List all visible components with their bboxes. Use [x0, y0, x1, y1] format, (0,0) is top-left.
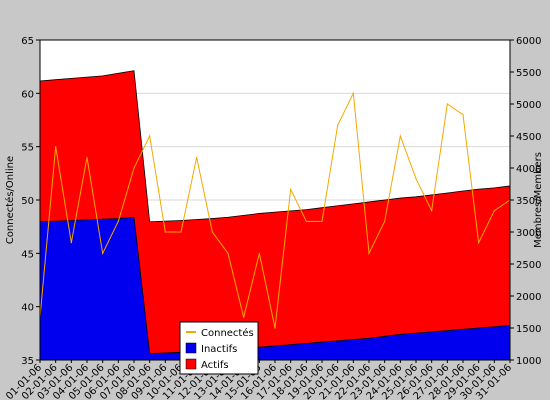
- line-point: [493, 210, 495, 212]
- left-tick-label: 40: [21, 303, 34, 314]
- line-point: [462, 114, 464, 116]
- right-tick-label: 4500: [516, 132, 541, 143]
- line-point: [55, 146, 57, 148]
- line-point: [384, 220, 386, 222]
- legend-label: Connectés: [201, 327, 254, 339]
- area-actifs: [39, 70, 511, 361]
- line-point: [431, 210, 433, 212]
- line-point: [133, 167, 135, 169]
- legend-swatch-inactifs: [185, 342, 197, 354]
- line-point: [164, 231, 166, 233]
- line-point: [337, 124, 339, 126]
- left-axis-ticks: 35 40 45 50 55 60 65: [21, 36, 40, 367]
- left-tick-label: 60: [21, 89, 34, 100]
- line-point: [117, 220, 119, 222]
- right-tick-label: 2000: [516, 292, 541, 303]
- right-axis-label: Membres/Members: [533, 152, 544, 248]
- right-tick-label: 2500: [516, 260, 541, 271]
- line-point: [321, 220, 323, 222]
- right-tick-label: 5500: [516, 68, 541, 79]
- left-tick-label: 65: [21, 36, 34, 47]
- legend: Connectés Inactifs Actifs: [179, 321, 259, 375]
- right-tick-label: 5000: [516, 100, 541, 111]
- line-point: [399, 135, 401, 137]
- line-point: [243, 316, 245, 318]
- legend-swatch-actifs: [185, 358, 197, 370]
- right-tick-label: 1000: [516, 356, 541, 367]
- right-tick-label: 3000: [516, 228, 541, 239]
- left-tick-label: 50: [21, 196, 34, 207]
- line-point: [102, 252, 104, 254]
- line-point: [415, 178, 417, 180]
- series-areas: [39, 70, 511, 361]
- line-point: [258, 252, 260, 254]
- line-point: [290, 188, 292, 190]
- line-point: [149, 135, 151, 137]
- line-point: [305, 220, 307, 222]
- line-point: [368, 252, 370, 254]
- legend-label: Actifs: [201, 360, 229, 371]
- line-point: [70, 242, 72, 244]
- left-tick-label: 55: [21, 143, 34, 154]
- right-tick-label: 4000: [516, 164, 541, 175]
- line-point: [196, 156, 198, 158]
- left-axis-label: Connectés/Online: [4, 156, 16, 244]
- right-axis-ticks: 1000 1500 2000 2500 3000 3500 4000 4500 5000 5500…: [510, 36, 541, 367]
- right-tick-label: 3500: [516, 196, 541, 207]
- line-point: [446, 103, 448, 105]
- line-point: [352, 92, 354, 94]
- series-line: [39, 91, 511, 329]
- right-tick-label: 1500: [516, 324, 541, 335]
- line-point: [211, 231, 213, 233]
- line-point: [86, 156, 88, 158]
- right-tick-label: 6000: [516, 36, 541, 47]
- left-tick-label: 35: [21, 356, 34, 367]
- line-point: [274, 327, 276, 329]
- area-inactifs: [39, 216, 511, 361]
- line-point: [478, 242, 480, 244]
- line-point: [180, 231, 182, 233]
- line-point: [227, 252, 229, 254]
- left-tick-label: 45: [21, 249, 34, 260]
- legend-label: Inactifs: [201, 344, 237, 355]
